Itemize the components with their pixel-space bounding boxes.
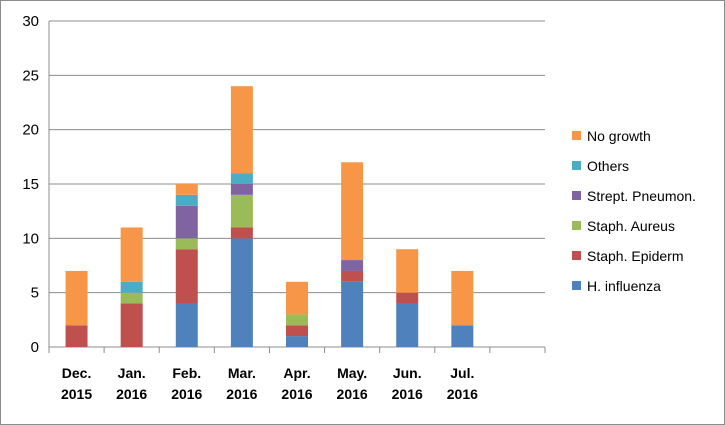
bar-segment-h-influenza (286, 336, 308, 347)
bar-segment-h-influenza (396, 303, 419, 347)
bar-segment-no-growth (175, 184, 198, 195)
bar-segment-no-growth (341, 162, 364, 261)
bar-segment-no-growth (120, 227, 143, 282)
legend-label: Staph. Epiderm (587, 248, 684, 264)
bar-segment-others (120, 281, 143, 293)
bar-segment-h-influenza (451, 325, 474, 347)
x-tick-label-year: 2016 (116, 386, 147, 402)
x-tick-label-month: Jun. (393, 365, 422, 381)
legend-swatch (572, 251, 581, 260)
bar-segment-no-growth (65, 270, 88, 326)
bar-segment-others (230, 173, 253, 184)
bar-segment-h-influenza (175, 303, 198, 347)
x-tick-label-year: 2016 (447, 386, 478, 402)
x-tick-label-month: Apr. (283, 365, 310, 381)
bar-segment-no-growth (396, 249, 419, 293)
y-tick-label: 0 (31, 339, 39, 356)
y-tick-label: 25 (22, 67, 39, 84)
y-tick-label: 20 (22, 122, 39, 139)
bar-segment-staph-epiderm (65, 325, 88, 347)
bar-segment-no-growth (286, 281, 308, 315)
x-tick-label-month: Dec. (62, 365, 92, 381)
bar-segment-h-influenza (341, 281, 364, 347)
bar-segment-staph-aureus (286, 314, 308, 326)
bar-segment-staph-epiderm (341, 270, 364, 282)
legend-label: No growth (587, 128, 651, 144)
legend-swatch (572, 161, 581, 170)
bar-segment-strept-pneumon (341, 260, 364, 271)
bar-segment-staph-epiderm (175, 249, 198, 304)
bar-segment-strept-pneumon (175, 205, 198, 239)
x-tick-label-month: Mar. (228, 365, 256, 381)
legend-swatch (572, 281, 581, 290)
x-tick-label-month: May. (337, 365, 367, 381)
bar-segment-no-growth (451, 270, 474, 326)
y-tick-label: 15 (22, 176, 39, 193)
bar-segment-staph-epiderm (120, 303, 143, 347)
x-tick-label-year: 2016 (226, 386, 257, 402)
bar-segment-h-influenza (230, 238, 253, 347)
bar-segment-no-growth (230, 86, 253, 174)
y-tick-label: 5 (31, 285, 39, 302)
bar-segment-strept-pneumon (230, 184, 253, 195)
bar-segment-others (175, 194, 198, 206)
x-tick-label-year: 2015 (61, 386, 92, 402)
legend-label: H. influenza (587, 278, 661, 294)
y-tick-label: 30 (22, 13, 39, 30)
x-tick-label-month: Jan. (118, 365, 146, 381)
bar-segment-staph-epiderm (396, 292, 419, 304)
bar-segment-staph-epiderm (286, 325, 308, 337)
bar-segment-staph-aureus (230, 194, 253, 228)
x-tick-label-year: 2016 (171, 386, 202, 402)
x-tick-label-year: 2016 (392, 386, 423, 402)
legend-label: Strept. Pneumon. (587, 188, 696, 204)
bar-segment-staph-aureus (120, 292, 143, 304)
bar-segment-staph-aureus (175, 238, 198, 250)
y-tick-label: 10 (22, 230, 39, 247)
x-tick-label-month: Feb. (172, 365, 201, 381)
x-tick-label-year: 2016 (281, 386, 312, 402)
legend-swatch (572, 191, 581, 200)
legend-label: Staph. Aureus (587, 218, 675, 234)
x-tick-label-year: 2016 (337, 386, 368, 402)
x-tick-label-month: Jul. (450, 365, 474, 381)
legend-swatch (572, 221, 581, 230)
legend-label: Others (587, 158, 629, 174)
legend-swatch (572, 131, 581, 140)
bar-segment-staph-epiderm (230, 227, 253, 239)
